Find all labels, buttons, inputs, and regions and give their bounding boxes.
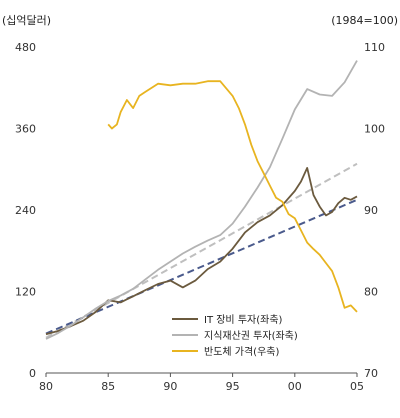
plot-area — [45, 60, 358, 374]
x-tick-label: 85 — [101, 380, 115, 393]
x-tick-label: 80 — [39, 380, 53, 393]
legend: IT 장비 투자(좌축) 지식재산권 투자(좌축) 반도체 가격(우축) — [172, 314, 298, 358]
x-tick-label: 00 — [288, 380, 302, 393]
x-axis: 80 85 90 95 00 05 — [39, 373, 364, 393]
left-tick-label: 120 — [15, 286, 36, 299]
right-unit-label: (1984=100) — [331, 14, 398, 27]
legend-label-ip-investment: 지식재산권 투자(좌축) — [204, 330, 298, 342]
legend-label-it-equipment: IT 장비 투자(좌축) — [204, 314, 283, 326]
legend-label-semiconductor-price: 반도체 가격(우축) — [204, 345, 279, 358]
x-tick-label: 90 — [163, 380, 177, 393]
left-axis: 0 120 240 360 480 — [15, 41, 36, 380]
left-tick-label: 480 — [15, 41, 36, 54]
trend-line-4 — [45, 198, 358, 335]
right-tick-label: 110 — [364, 41, 385, 54]
right-tick-label: 90 — [364, 204, 378, 217]
series-lines — [45, 60, 358, 340]
right-tick-label: 80 — [364, 286, 378, 299]
trend-line-3 — [45, 162, 358, 339]
series-line-2 — [107, 80, 358, 313]
right-axis: 70 80 90 100 110 — [364, 41, 385, 380]
x-tick-label: 05 — [350, 380, 364, 393]
right-tick-label: 70 — [364, 367, 378, 380]
x-tick-label: 95 — [226, 380, 240, 393]
left-unit-label: (십억달러) — [2, 14, 51, 27]
right-tick-label: 100 — [364, 123, 385, 136]
series-line-1 — [45, 60, 358, 340]
left-tick-label: 0 — [29, 367, 36, 380]
left-tick-label: 360 — [15, 123, 36, 136]
left-tick-label: 240 — [15, 204, 36, 217]
